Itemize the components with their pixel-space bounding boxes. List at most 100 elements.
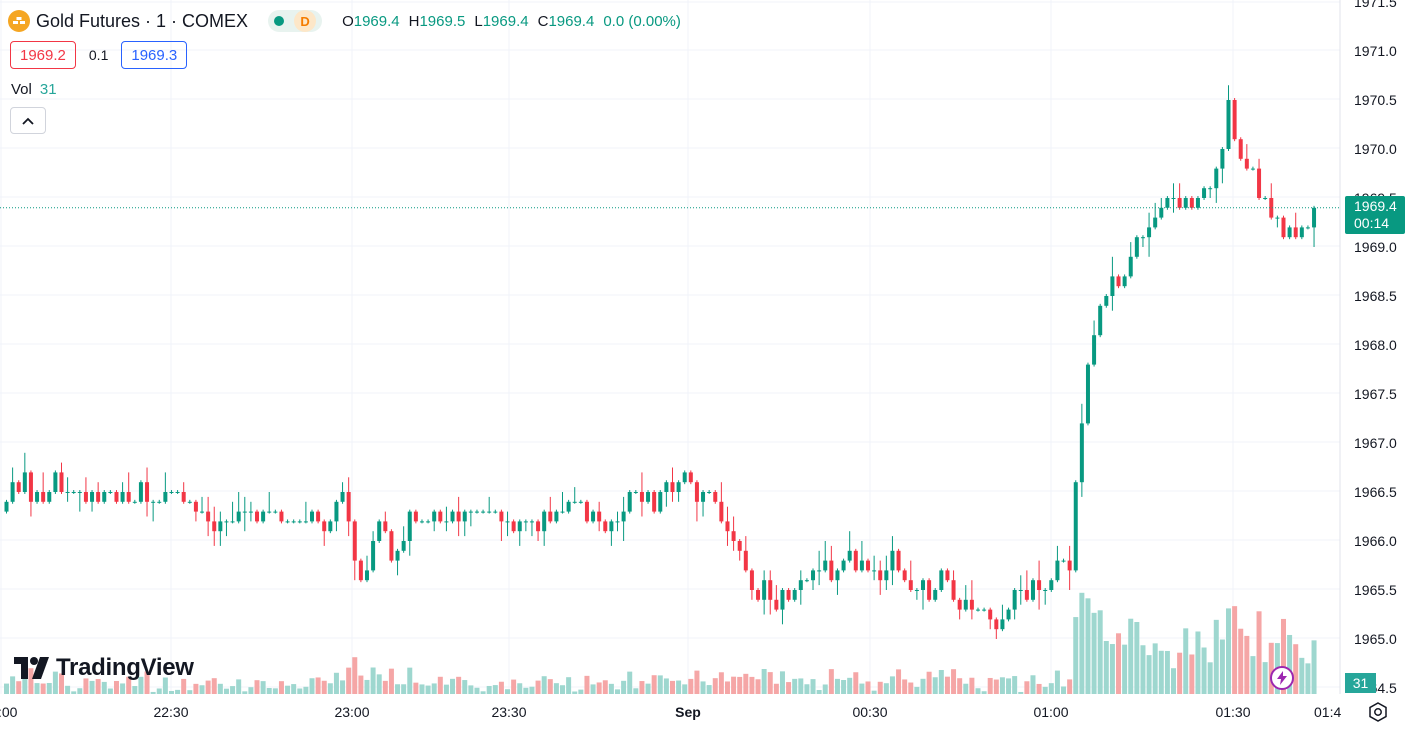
volume-bar [1213, 619, 1219, 694]
volume-bar [786, 682, 792, 694]
buy-button[interactable]: 1969.3 [121, 41, 188, 69]
volume-bar [1256, 611, 1262, 694]
candle-body [248, 511, 253, 513]
candle-body [1098, 305, 1103, 336]
ohlc-open: O1969.4 [342, 12, 400, 30]
volume-bar [352, 657, 358, 694]
volume-bar [1140, 645, 1146, 694]
candle-body [316, 511, 321, 522]
candle-body [1104, 296, 1109, 306]
candle-body [542, 511, 547, 532]
candle-body [554, 511, 559, 522]
collapse-legend-button[interactable] [10, 107, 46, 134]
candle-body [578, 501, 583, 503]
volume-bar [902, 679, 908, 694]
volume-bar [217, 683, 223, 694]
sell-button[interactable]: 1969.2 [10, 41, 76, 69]
volume-bar [77, 688, 83, 694]
volume-bar [333, 672, 339, 694]
volume-bar [553, 683, 559, 694]
candle-body [322, 521, 327, 532]
volume-bar [1006, 678, 1012, 694]
volume-bar [706, 685, 712, 694]
candle-body [22, 472, 27, 492]
candle-body [126, 492, 131, 502]
candle-body [1079, 423, 1084, 483]
candle-body [462, 511, 467, 522]
candle-body [1159, 207, 1164, 218]
volume-bar [657, 675, 663, 694]
price-axis: 1971.51971.01970.51970.01969.51969.01968… [1354, 0, 1397, 696]
volume-legend: Vol 31 [11, 81, 57, 98]
candle-body [1037, 580, 1042, 590]
price-tick-label: 1970.0 [1354, 141, 1397, 157]
candle-body [1202, 188, 1207, 198]
volume-bar [938, 670, 944, 694]
candle-body [16, 482, 21, 492]
candle-body [438, 511, 443, 522]
candle-body [1250, 168, 1255, 170]
price-tick-label: 1969.0 [1354, 239, 1397, 255]
volume-bar [682, 684, 688, 694]
candle-body [1232, 100, 1237, 140]
candle-body [1305, 227, 1310, 229]
volume-bar [407, 667, 413, 694]
candle-body [566, 501, 571, 512]
candle-body [175, 492, 180, 493]
candle-body [242, 511, 247, 513]
candle-body [798, 580, 803, 590]
volume-bar [944, 676, 950, 694]
volume-bar [272, 688, 278, 694]
candle-body [890, 550, 895, 571]
volume-bar [260, 681, 266, 694]
candle-body [1244, 158, 1249, 169]
volume-bar [205, 680, 211, 694]
candle-body [340, 492, 345, 502]
candle-body [786, 590, 791, 600]
candle-body [829, 560, 834, 581]
ohlc-low: L1969.4 [474, 12, 529, 30]
candle-body [279, 511, 284, 522]
chart-settings-button[interactable] [1367, 701, 1389, 723]
volume-bar [28, 668, 34, 694]
candle-body [1140, 237, 1145, 239]
candle-body [145, 482, 150, 502]
time-axis: :00 22:30 23:00 23:30 Sep 00:30 01:00 01:30 01:4 [0, 704, 1341, 720]
market-status-pill[interactable]: D [268, 10, 323, 32]
volume-bar [816, 690, 822, 694]
candle-body [261, 511, 266, 522]
price-tick-label: 1965.5 [1354, 582, 1397, 598]
volume-axis-label: 31 [1345, 673, 1376, 693]
volume-bar [230, 686, 236, 694]
volume-bar [156, 688, 162, 694]
candle-body [413, 511, 418, 522]
volume-bar [382, 680, 388, 694]
volume-bar [1012, 676, 1018, 694]
volume-bar [242, 691, 248, 694]
volume-bar [993, 679, 999, 694]
candle-body [811, 570, 816, 581]
candle-body [1281, 217, 1286, 238]
add-alert-button[interactable] [1270, 666, 1294, 690]
price-tick-label: 1967.5 [1354, 386, 1397, 402]
candle-body [621, 511, 626, 522]
volume-bar [560, 685, 566, 694]
candle-body [1183, 198, 1188, 208]
volume-bar [1109, 644, 1115, 694]
time-tick-label: :00 [0, 704, 18, 720]
volume-bar [193, 683, 199, 694]
volume-bar [126, 676, 132, 694]
volume-bar [584, 675, 590, 694]
candle-body [120, 492, 125, 502]
candle-body [108, 492, 113, 493]
candle-body [1073, 482, 1078, 571]
volume-bar [10, 676, 16, 694]
candle-body [743, 550, 748, 571]
symbol-title[interactable]: Gold Futures · 1 · COMEX [36, 10, 249, 31]
volume-bar [718, 672, 724, 694]
candle-body [1030, 580, 1035, 600]
volume-bar [676, 680, 682, 694]
tradingview-logo[interactable]: TradingView [14, 654, 194, 682]
volume-bar [413, 682, 419, 694]
